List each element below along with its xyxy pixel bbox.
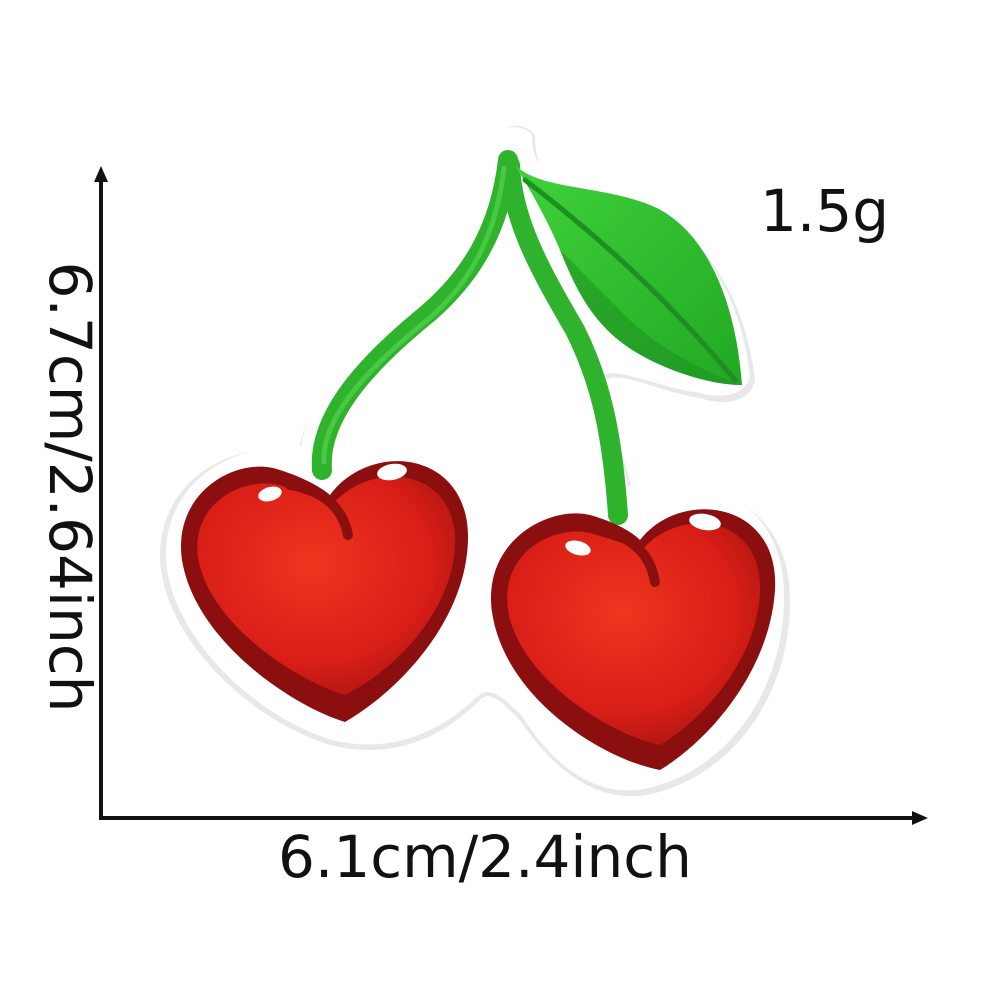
height-dimension-label: 6.7cm/2.64inch (36, 261, 104, 713)
right-cherry-dimple (595, 525, 660, 587)
width-dimension-label: 6.1cm/2.4inch (278, 823, 692, 891)
left-cherry (197, 476, 456, 695)
weight-label: 1.5g (760, 177, 890, 245)
left-cherry-highlight-1 (377, 463, 407, 481)
leaf-shadow (560, 250, 742, 385)
right-cherry-highlight-2 (565, 540, 591, 556)
left-cherry-dimple (285, 480, 353, 540)
leaf-vein (522, 177, 738, 383)
width-arrow-head (912, 811, 928, 825)
right-stem (500, 155, 628, 525)
right-cherry-highlight-1 (689, 513, 721, 531)
right-cherry (507, 523, 761, 745)
left-cherry-highlight-2 (258, 486, 282, 502)
height-arrow-head (94, 166, 108, 182)
stem-highlight (321, 165, 507, 465)
